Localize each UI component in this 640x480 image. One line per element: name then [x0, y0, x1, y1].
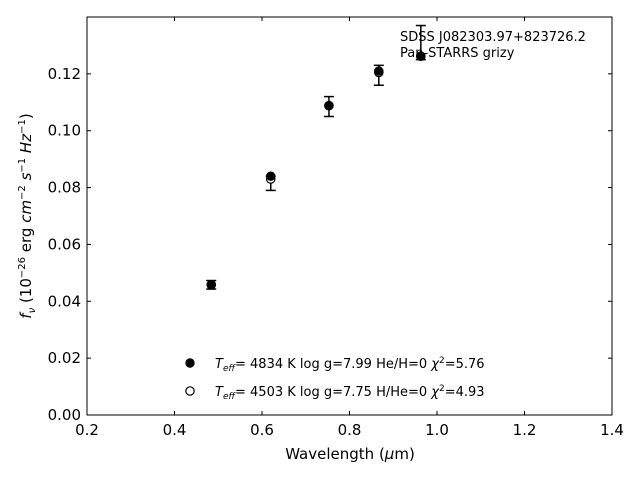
- y-axis-title: fν (10−26 erg cm−2 s−1 Hz−1): [17, 113, 38, 318]
- legend-entry: Teff= 4834 K log g=7.99 He/H=0 χ2=5.76: [185, 356, 485, 374]
- legend: Teff= 4834 K log g=7.99 He/H=0 χ2=5.76 Te…: [185, 356, 485, 402]
- filled-circle-point: [324, 100, 334, 111]
- x-tick-label: 0.2: [75, 421, 99, 439]
- filled-circle-point: [266, 171, 276, 181]
- y-tick-label: 0.00: [48, 406, 81, 424]
- x-tick-label: 0.6: [250, 421, 274, 439]
- y-tick-label: 0.10: [48, 122, 81, 140]
- legend-entry: Teff= 4503 K log g=7.75 H/He=0 χ2=4.93: [185, 384, 485, 402]
- x-axis-title: Wavelength (μm): [285, 445, 415, 463]
- axis-ticks: 0.2 0.4 0.6 0.8 1.0 1.2 1.4 0.00 0.02 0.04 0.06 0.0…: [48, 17, 624, 439]
- y-tick-label: 0.04: [48, 292, 81, 310]
- y-tick-label: 0.12: [48, 65, 81, 83]
- y-tick-label: 0.08: [48, 179, 81, 197]
- y-tick-label: 0.06: [48, 235, 81, 253]
- legend-open-circle-icon: [185, 386, 195, 396]
- data-points: [206, 51, 426, 290]
- filled-circle-point: [374, 66, 384, 76]
- x-tick-label: 1.2: [513, 421, 537, 439]
- annotation-line-2: Pan-STARRS grizy: [400, 46, 515, 61]
- x-tick-label: 1.0: [425, 421, 449, 439]
- filled-circle-point: [206, 280, 216, 290]
- y-tick-label: 0.02: [48, 349, 81, 367]
- x-tick-label: 1.4: [600, 421, 624, 439]
- filled-circle-point: [416, 51, 426, 61]
- x-tick-label: 0.4: [163, 421, 187, 439]
- x-tick-label: 0.8: [338, 421, 362, 439]
- legend-label: Teff= 4834 K log g=7.99 He/H=0 χ2=5.76: [215, 356, 485, 374]
- annotation-line-1: SDSS J082303.97+823726.2: [400, 30, 586, 45]
- legend-filled-circle-icon: [185, 358, 195, 368]
- error-bars: [206, 24, 426, 290]
- legend-label: Teff= 4503 K log g=7.75 H/He=0 χ2=4.93: [215, 384, 485, 402]
- plot-frame: [86, 16, 613, 416]
